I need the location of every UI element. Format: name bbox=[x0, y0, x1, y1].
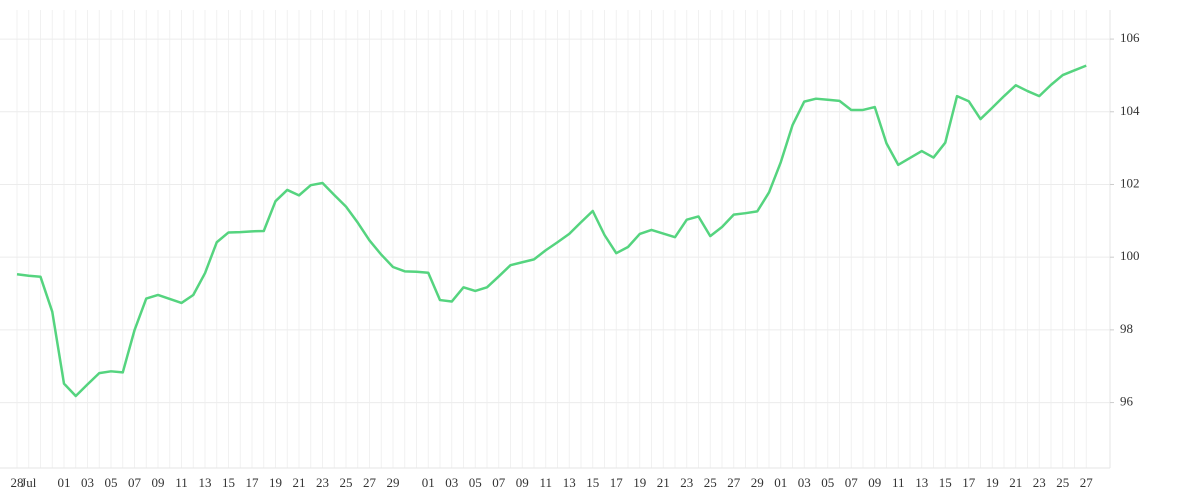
y-tick-label: 96 bbox=[1120, 394, 1134, 409]
y-tick-label: 102 bbox=[1120, 175, 1140, 190]
x-tick-label: 05 bbox=[821, 475, 834, 490]
x-tick-label: 27 bbox=[1080, 475, 1094, 490]
x-tick-label: 01 bbox=[774, 475, 787, 490]
x-tick-label: 03 bbox=[445, 475, 458, 490]
x-tick-label: 17 bbox=[246, 475, 260, 490]
x-tick-label: 05 bbox=[105, 475, 118, 490]
x-tick-label: 25 bbox=[704, 475, 717, 490]
x-tick-label: 19 bbox=[986, 475, 999, 490]
x-tick-label: 21 bbox=[293, 475, 306, 490]
x-tick-label: 21 bbox=[657, 475, 670, 490]
price-line bbox=[16, 64, 1087, 398]
x-tick-label: 07 bbox=[845, 475, 859, 490]
x-tick-label: 11 bbox=[175, 475, 188, 490]
x-tick-label: 11 bbox=[892, 475, 905, 490]
x-tick-label: 13 bbox=[915, 475, 928, 490]
x-tick-label: 28 bbox=[11, 475, 24, 490]
y-tick-label: 98 bbox=[1120, 321, 1133, 336]
x-tick-label: 13 bbox=[563, 475, 576, 490]
x-tick-label: 15 bbox=[586, 475, 599, 490]
y-tick-label: 100 bbox=[1120, 248, 1140, 263]
x-tick-label: 09 bbox=[516, 475, 529, 490]
x-tick-label: Jul bbox=[21, 475, 37, 490]
x-tick-label: 05 bbox=[469, 475, 482, 490]
x-tick-label: 17 bbox=[962, 475, 976, 490]
x-tick-label: 23 bbox=[1033, 475, 1046, 490]
x-tick-label: 21 bbox=[1009, 475, 1022, 490]
x-tick-label: 03 bbox=[798, 475, 811, 490]
x-tick-label: 07 bbox=[128, 475, 142, 490]
x-tick-label: 25 bbox=[1056, 475, 1069, 490]
x-tick-label: 15 bbox=[222, 475, 235, 490]
x-tick-label: 07 bbox=[492, 475, 506, 490]
x-tick-label: 19 bbox=[269, 475, 282, 490]
x-tick-label: 01 bbox=[422, 475, 435, 490]
x-tick-label: 23 bbox=[680, 475, 693, 490]
x-tick-label: 27 bbox=[363, 475, 377, 490]
x-tick-label: 29 bbox=[387, 475, 400, 490]
grid bbox=[0, 10, 1110, 468]
x-tick-label: 17 bbox=[610, 475, 624, 490]
x-tick-label: 13 bbox=[199, 475, 212, 490]
x-tick-label: 15 bbox=[939, 475, 952, 490]
x-tick-label: 25 bbox=[340, 475, 353, 490]
x-tick-label: 29 bbox=[751, 475, 764, 490]
x-tick-label: 09 bbox=[152, 475, 165, 490]
x-tick-label: 09 bbox=[868, 475, 881, 490]
y-tick-label: 104 bbox=[1120, 103, 1140, 118]
y-tick-label: 106 bbox=[1120, 30, 1140, 45]
x-tick-label: 27 bbox=[727, 475, 741, 490]
x-tick-label: 01 bbox=[58, 475, 71, 490]
x-tick-label: 19 bbox=[633, 475, 646, 490]
x-tick-label: 11 bbox=[539, 475, 552, 490]
x-tick-label: 03 bbox=[81, 475, 94, 490]
x-tick-label: 23 bbox=[316, 475, 329, 490]
